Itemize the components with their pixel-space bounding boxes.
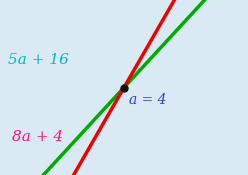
- Text: 8a + 4: 8a + 4: [12, 130, 63, 144]
- Text: a = 4: a = 4: [129, 93, 166, 107]
- Text: 5a + 16: 5a + 16: [8, 53, 69, 67]
